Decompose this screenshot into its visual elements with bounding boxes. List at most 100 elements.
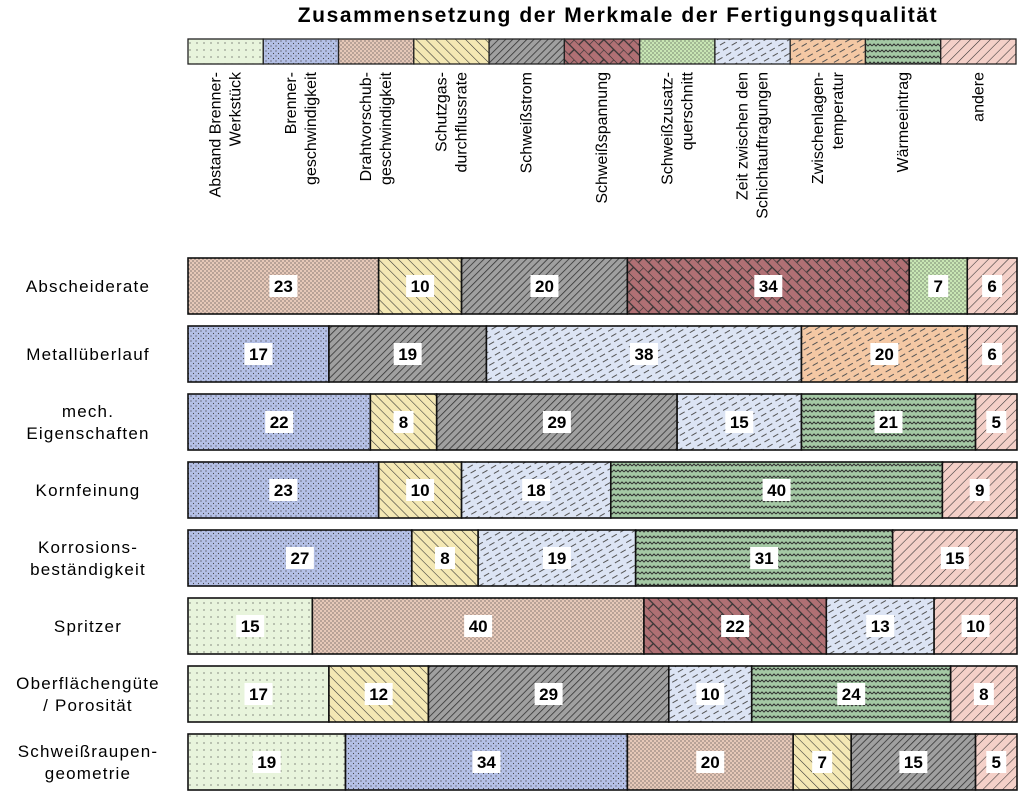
bar-row: 23 10 18 40 9 Kornfeinung <box>36 461 1018 519</box>
value-label: 7 <box>817 753 826 772</box>
value-label-bg <box>928 275 949 297</box>
value-label: 20 <box>875 345 894 364</box>
legend-swatch-zwischenlagen <box>789 38 867 65</box>
value-label-bg <box>542 547 571 569</box>
row-label: mech. Eigenschaften <box>26 402 149 443</box>
value-label-bg <box>364 683 393 705</box>
value-label: 19 <box>547 549 566 568</box>
value-label: 19 <box>257 753 276 772</box>
value-label: 10 <box>966 617 985 636</box>
legend-swatch-zusatzquerschnitt <box>638 38 716 65</box>
value-label-bg <box>472 751 501 773</box>
legend-label-zwischenlagen: Zwischenlagen-temperatur <box>810 71 847 184</box>
value-label-bg <box>986 411 1007 433</box>
value-label-bg <box>750 547 779 569</box>
value-label-bg <box>406 479 435 501</box>
legend-label-waermeeintrag: Wärmeeintrag <box>895 72 912 172</box>
value-label-bg <box>265 411 294 433</box>
value-label: 24 <box>842 685 861 704</box>
value-label: 15 <box>945 549 964 568</box>
value-label-bg <box>721 615 750 637</box>
value-label-bg <box>236 615 265 637</box>
value-label: 29 <box>539 685 558 704</box>
legend-swatch-zeit <box>714 38 791 65</box>
value-label-bg <box>874 411 903 433</box>
value-label-bg <box>542 411 571 433</box>
value-label: 23 <box>274 481 293 500</box>
value-label-bg <box>762 479 791 501</box>
bar-row: 17 12 29 10 24 8 Oberflächengüte / Porosität <box>16 665 1018 723</box>
legend-swatch-schweissstrom <box>488 38 566 65</box>
value-label: 6 <box>987 345 996 364</box>
row-label: Schweißraupen-geometrie <box>18 742 159 783</box>
value-label-bg <box>754 275 783 297</box>
row-label: Korrosions-beständigkeit <box>30 538 146 579</box>
value-label: 19 <box>398 345 417 364</box>
value-label-bg <box>530 275 559 297</box>
bar-segment-schutzgas <box>377 257 463 315</box>
value-label-bg <box>534 683 563 705</box>
bar-row: 23 10 20 34 7 6 Abscheiderate <box>26 257 1018 315</box>
value-label: 8 <box>979 685 988 704</box>
value-label-bg <box>812 751 833 773</box>
value-label: 8 <box>440 549 449 568</box>
bar-segment-abstand <box>187 597 314 655</box>
value-label-bg <box>969 479 990 501</box>
row-label: Abscheiderate <box>26 277 150 296</box>
value-label: 22 <box>270 413 289 432</box>
value-label: 15 <box>904 753 923 772</box>
legend-label-schutzgas: Schutzgas-durchflussrate <box>433 72 470 173</box>
value-label: 6 <box>987 277 996 296</box>
value-label: 40 <box>767 481 786 500</box>
legend-swatch-waermeeintrag <box>864 38 942 65</box>
value-label-bg <box>269 479 298 501</box>
value-label: 27 <box>290 549 309 568</box>
legend-label-zeit: Zeit zwischen den Schichtauftragungen <box>735 72 772 219</box>
value-label-bg <box>837 683 866 705</box>
value-label-bg <box>982 275 1003 297</box>
bar-row: 17 19 38 20 6 Metallüberlauf <box>26 325 1018 383</box>
row-label: Kornfeinung <box>36 481 141 500</box>
value-label: 34 <box>759 277 778 296</box>
bars: 23 10 20 34 7 6 Abscheiderate 17 19 38 20 6 Metallüb… <box>16 257 1018 791</box>
value-label: 15 <box>241 617 260 636</box>
value-label: 5 <box>992 413 1001 432</box>
row-label: Oberflächengüte / Porosität <box>16 674 160 715</box>
value-label-bg <box>434 547 455 569</box>
legend: Abstand Brenner- Werkstück Brenner-geschwi… <box>187 38 1017 219</box>
value-label: 20 <box>701 753 720 772</box>
legend-swatch-andere <box>940 38 1017 65</box>
value-label-bg <box>696 683 725 705</box>
chart-title: Zusammensetzung der Merkmale der Fertigu… <box>298 4 939 27</box>
bar-row: 15 40 22 13 10 Spritzer <box>54 597 1018 655</box>
value-label-bg <box>393 411 414 433</box>
bar-segment-brennergeschw <box>187 393 372 451</box>
value-label-bg <box>522 479 551 501</box>
row-label: Metallüberlauf <box>26 345 150 364</box>
value-label: 12 <box>369 685 388 704</box>
value-label: 5 <box>992 753 1001 772</box>
value-label-bg <box>406 275 435 297</box>
value-label: 17 <box>249 685 268 704</box>
value-label-bg <box>269 275 298 297</box>
legend-swatch-schweissspannung <box>563 38 641 65</box>
value-label-bg <box>244 343 273 365</box>
row-label: Spritzer <box>54 617 122 636</box>
value-label-bg <box>940 547 969 569</box>
legend-swatch-schutzgas <box>413 38 490 65</box>
legend-label-schweissspannung: Schweißspannung <box>594 72 611 204</box>
value-label: 18 <box>527 481 546 500</box>
value-label-bg <box>866 615 895 637</box>
value-label: 23 <box>274 277 293 296</box>
value-label-bg <box>973 683 994 705</box>
bar-row: 22 8 29 15 21 5 mech. Eigenschaften <box>26 393 1018 451</box>
value-label: 9 <box>975 481 984 500</box>
value-label: 7 <box>934 277 943 296</box>
legend-label-andere: andere <box>970 72 987 122</box>
value-label: 22 <box>726 617 745 636</box>
value-label-bg <box>252 751 281 773</box>
value-label: 17 <box>249 345 268 364</box>
value-label: 10 <box>701 685 720 704</box>
value-label-bg <box>961 615 990 637</box>
